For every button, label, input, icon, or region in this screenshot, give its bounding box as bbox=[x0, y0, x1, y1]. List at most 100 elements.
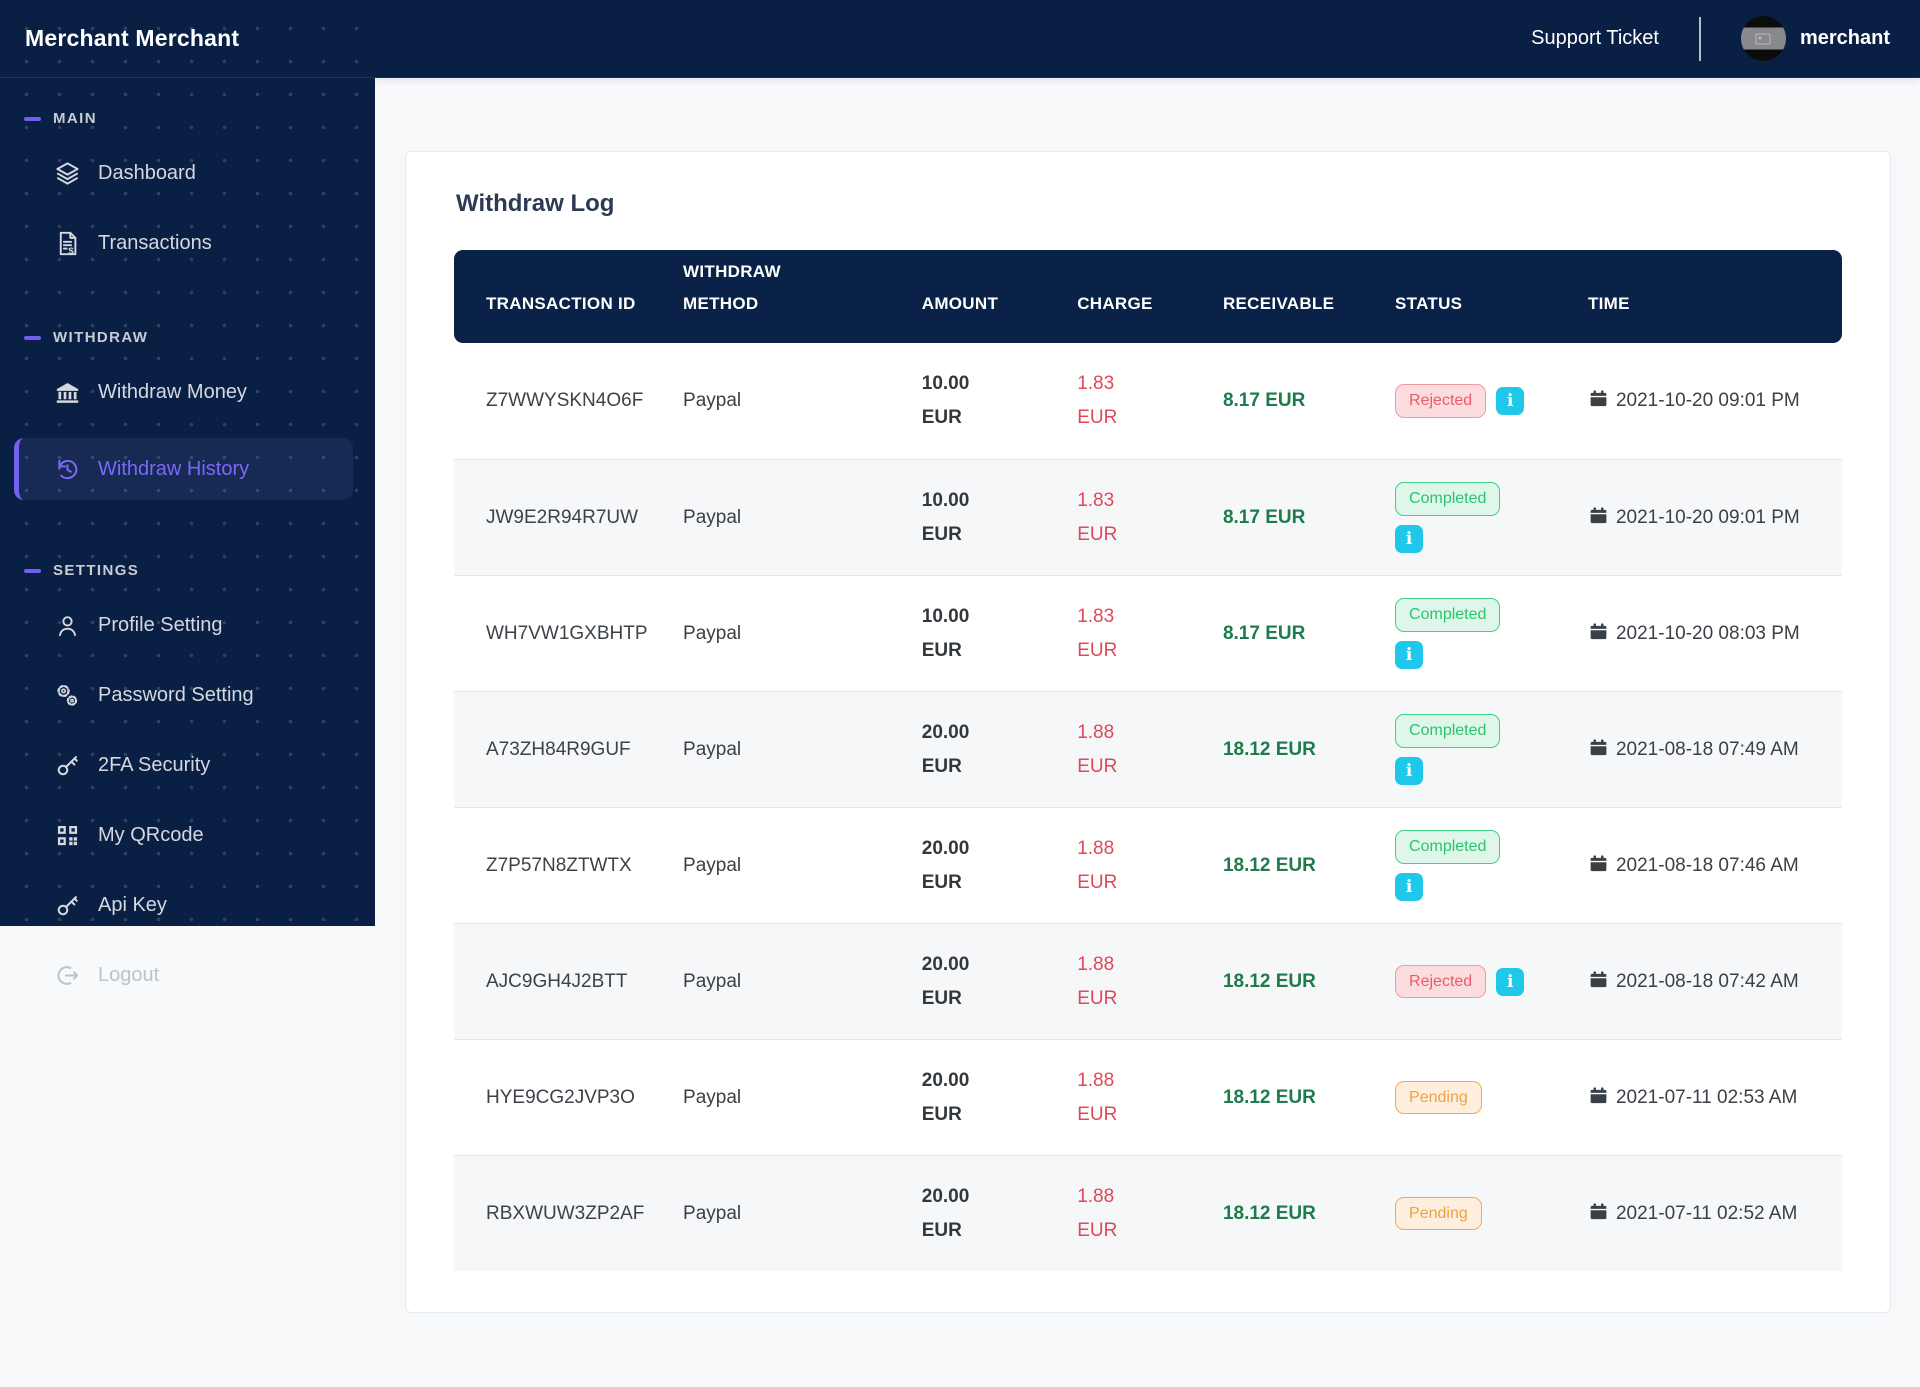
layers-icon bbox=[54, 160, 81, 187]
sidebar-item-password-setting[interactable]: Password Setting bbox=[14, 671, 361, 719]
cell-status: Completed i bbox=[1395, 459, 1588, 575]
table-row: HYE9CG2JVP3O Paypal 20.00 EUR 1.88 EUR 18.… bbox=[454, 1039, 1842, 1155]
cell-charge: 1.88 EUR bbox=[1077, 1039, 1223, 1155]
info-button[interactable]: i bbox=[1395, 872, 1424, 901]
calendar-icon bbox=[1588, 505, 1609, 526]
cell-amount: 20.00 EUR bbox=[921, 807, 1078, 923]
sidebar-item-my-qrcode[interactable]: My QRcode bbox=[14, 811, 361, 859]
bank-icon bbox=[54, 379, 81, 406]
column-header-time: TIME bbox=[1587, 250, 1842, 343]
calendar-icon bbox=[1588, 388, 1609, 409]
cell-time: 2021-07-11 02:53 AM bbox=[1587, 1039, 1842, 1155]
sidebar-item-withdraw-money[interactable]: Withdraw Money bbox=[14, 368, 361, 416]
column-header-charge: CHARGE bbox=[1077, 250, 1223, 343]
brand[interactable]: Merchant Merchant bbox=[0, 0, 375, 78]
table-header-row: TRANSACTION ID WITHDRAW METHOD AMOUNT CHARG… bbox=[454, 250, 1842, 343]
topbar-divider bbox=[1698, 16, 1701, 61]
cell-charge: 1.88 EUR bbox=[1077, 691, 1223, 807]
cell-amount: 10.00 EUR bbox=[921, 575, 1078, 691]
cell-transaction-id: JW9E2R94R7UW bbox=[454, 459, 684, 575]
cell-withdraw-method: Paypal bbox=[683, 390, 742, 411]
sidebar-item-dashboard[interactable]: Dashboard bbox=[14, 149, 361, 197]
cell-status: Completed i bbox=[1395, 807, 1588, 923]
section-label-main: MAIN bbox=[24, 110, 375, 127]
cell-amount: 20.00 EUR bbox=[921, 923, 1078, 1039]
sidebar-item-logout[interactable]: Logout bbox=[14, 951, 361, 999]
cell-charge: 1.88 EUR bbox=[1077, 807, 1223, 923]
status-badge: Pending bbox=[1395, 1080, 1482, 1115]
cell-receivable: 18.12 EUR bbox=[1222, 923, 1396, 1039]
cell-time: 2021-10-20 09:01 PM bbox=[1587, 459, 1842, 575]
info-button[interactable]: i bbox=[1395, 756, 1424, 785]
cell-status: Completed i bbox=[1395, 575, 1588, 691]
sidebar-item-withdraw-history[interactable]: Withdraw History bbox=[14, 438, 353, 500]
username[interactable]: merchant bbox=[1799, 27, 1890, 49]
section-dash-icon bbox=[24, 568, 41, 573]
cell-amount: 10.00 EUR bbox=[921, 373, 970, 428]
table-row: WH7VW1GXBHTP Paypal 10.00 EUR 1.83 EUR 8.1… bbox=[454, 575, 1842, 691]
cell-amount: 20.00 EUR bbox=[921, 691, 1078, 807]
sidebar-item-2fa-security[interactable]: 2FA Security bbox=[14, 741, 361, 789]
sidebar-section: MAIN Dashboard Transactions bbox=[0, 110, 375, 267]
status-badge: Completed bbox=[1395, 482, 1501, 516]
topbar: Support Ticket merchant bbox=[375, 0, 1920, 78]
image-placeholder-icon bbox=[1755, 33, 1771, 44]
cell-receivable: 18.12 EUR bbox=[1222, 1155, 1396, 1271]
cell-status: Completed i bbox=[1395, 691, 1588, 807]
section-dash-icon bbox=[24, 116, 41, 121]
cell-status: Pending bbox=[1395, 1039, 1588, 1155]
cell-transaction-id: WH7VW1GXBHTP bbox=[454, 575, 684, 691]
status-badge: Rejected bbox=[1395, 384, 1487, 418]
column-header-withdraw-method: WITHDRAW METHOD bbox=[683, 250, 922, 343]
cell-status: Pending bbox=[1395, 1155, 1588, 1271]
cell-receivable: 8.17 EUR bbox=[1222, 390, 1306, 411]
cell-status: Rejected i bbox=[1395, 343, 1588, 459]
cell-withdraw-method: Paypal bbox=[683, 923, 922, 1039]
cell-receivable: 8.17 EUR bbox=[1222, 575, 1396, 691]
cell-transaction-id: RBXWUW3ZP2AF bbox=[454, 1155, 684, 1271]
withdraw-log-card: Withdraw Log TRANSACTION ID WITHDRAW METH… bbox=[405, 151, 1891, 1313]
info-button[interactable]: i bbox=[1395, 524, 1424, 553]
cell-time: 2021-08-18 07:46 AM bbox=[1587, 807, 1842, 923]
sidebar-item-profile-setting[interactable]: Profile Setting bbox=[14, 601, 361, 649]
calendar-icon bbox=[1588, 737, 1609, 758]
table-row: AJC9GH4J2BTT Paypal 20.00 EUR 1.88 EUR 18.… bbox=[454, 923, 1842, 1039]
cell-charge: 1.88 EUR bbox=[1077, 1155, 1223, 1271]
cell-transaction-id: Z7P57N8ZTWTX bbox=[454, 807, 684, 923]
cell-charge: 1.83 EUR bbox=[1077, 459, 1223, 575]
calendar-icon bbox=[1588, 621, 1609, 642]
table-row: RBXWUW3ZP2AF Paypal 20.00 EUR 1.88 EUR 18.… bbox=[454, 1155, 1842, 1271]
cell-time: 2021-08-18 07:49 AM bbox=[1587, 691, 1842, 807]
cell-status: Rejected i bbox=[1395, 923, 1588, 1039]
sidebar-section: WITHDRAW Withdraw Money Withdraw History bbox=[0, 329, 375, 500]
sidebar-menu: MAIN Dashboard Transactions WITHDRAW Wit… bbox=[0, 78, 375, 999]
status-badge: Pending bbox=[1395, 1196, 1482, 1231]
status-badge: Completed bbox=[1395, 714, 1501, 748]
sidebar-item-api-key[interactable]: Api Key bbox=[14, 881, 361, 929]
cell-charge: 1.88 EUR bbox=[1077, 923, 1223, 1039]
cell-charge: 1.83 EUR bbox=[1077, 373, 1118, 428]
cell-time: 2021-08-18 07:42 AM bbox=[1587, 923, 1842, 1039]
info-button[interactable]: i bbox=[1395, 640, 1424, 669]
sidebar-item-transactions[interactable]: Transactions bbox=[14, 219, 361, 267]
main-content: Withdraw Log TRANSACTION ID WITHDRAW METH… bbox=[375, 78, 1920, 1387]
page-title: Withdraw Log bbox=[456, 190, 615, 217]
key-icon bbox=[54, 892, 81, 919]
logout-icon bbox=[54, 962, 81, 989]
cell-withdraw-method: Paypal bbox=[683, 459, 922, 575]
support-ticket-link[interactable]: Support Ticket bbox=[1531, 27, 1659, 49]
withdraw-log-table: TRANSACTION ID WITHDRAW METHOD AMOUNT CHARG… bbox=[454, 250, 1842, 1271]
cell-withdraw-method: Paypal bbox=[683, 1155, 922, 1271]
cell-transaction-id: A73ZH84R9GUF bbox=[454, 691, 684, 807]
cell-withdraw-method: Paypal bbox=[683, 691, 922, 807]
avatar[interactable] bbox=[1740, 16, 1786, 61]
info-button[interactable]: i bbox=[1496, 967, 1525, 996]
info-button[interactable]: i bbox=[1496, 387, 1525, 415]
qrcode-icon bbox=[54, 822, 81, 849]
calendar-icon bbox=[1588, 1085, 1609, 1106]
cell-withdraw-method: Paypal bbox=[683, 575, 922, 691]
cell-transaction-id: Z7WWYSKN4O6F bbox=[486, 390, 644, 411]
table-row: Z7P57N8ZTWTX Paypal 20.00 EUR 1.88 EUR 18.… bbox=[454, 807, 1842, 923]
cell-transaction-id: AJC9GH4J2BTT bbox=[454, 923, 684, 1039]
calendar-icon bbox=[1588, 1201, 1609, 1222]
